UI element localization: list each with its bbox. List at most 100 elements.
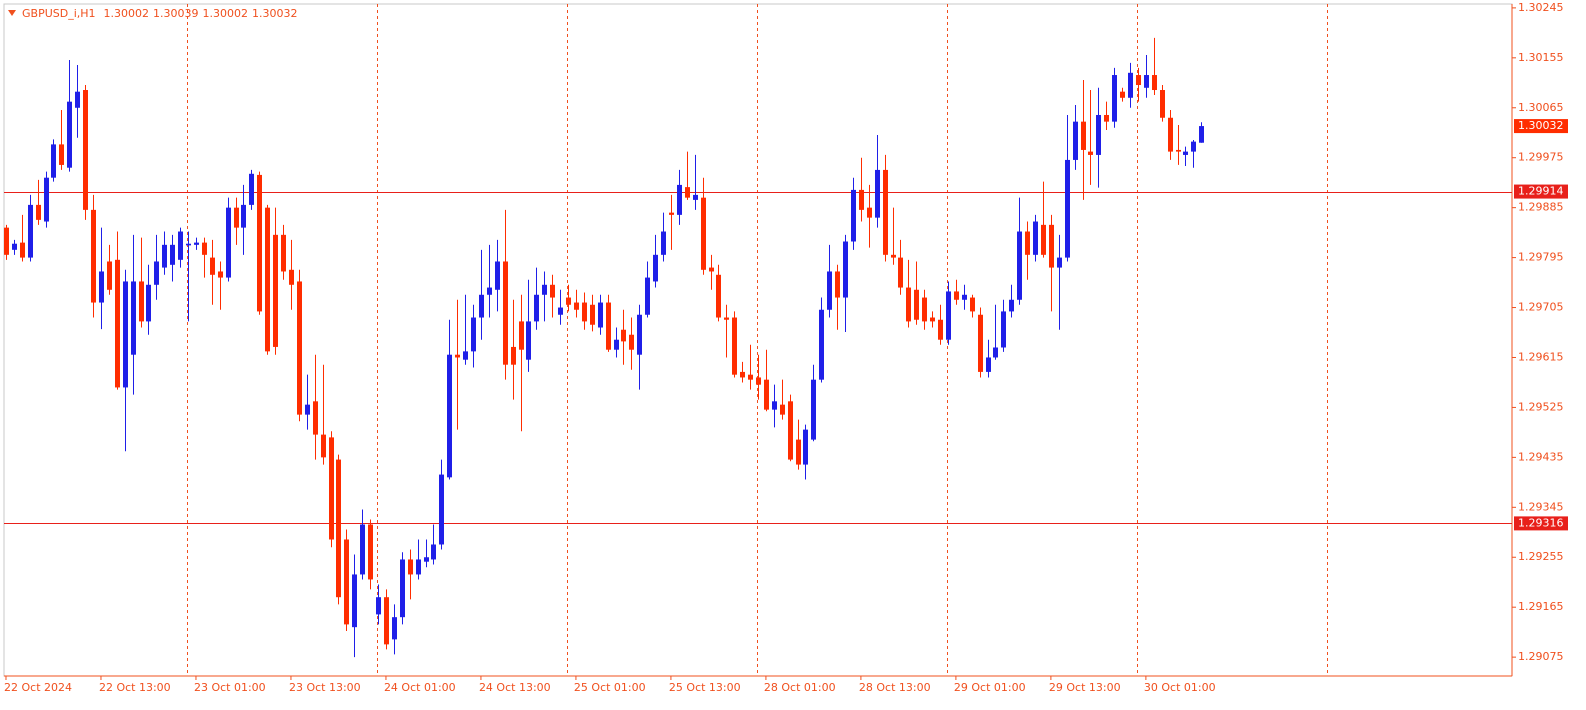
candle-body bbox=[1025, 231, 1030, 255]
candle-body bbox=[51, 144, 56, 178]
ohlc-open: 1.30002 bbox=[104, 7, 150, 20]
candle-body bbox=[685, 187, 690, 198]
candle-body bbox=[257, 174, 262, 312]
candle-body bbox=[1096, 114, 1101, 155]
candle-body bbox=[883, 169, 888, 255]
candle-body bbox=[606, 302, 611, 350]
candle-body bbox=[376, 597, 381, 615]
x-tick-label: 22 Oct 2024 bbox=[4, 681, 72, 694]
candle-body bbox=[843, 241, 848, 298]
symbol: GBPUSD_i,H1 bbox=[22, 7, 96, 20]
candle-body bbox=[526, 321, 531, 360]
y-tick-label: 1.29255 bbox=[1518, 550, 1564, 563]
candle-body bbox=[724, 317, 729, 320]
candle-body bbox=[709, 267, 714, 272]
candle-body bbox=[1152, 75, 1157, 91]
candle-body bbox=[1136, 75, 1141, 86]
candle-body bbox=[598, 302, 603, 328]
candle-body bbox=[170, 244, 175, 265]
candle-body bbox=[954, 291, 959, 300]
candle-body bbox=[772, 401, 777, 410]
y-tick-label: 1.29705 bbox=[1518, 301, 1564, 314]
candle-body bbox=[273, 234, 278, 347]
x-tick-label: 24 Oct 13:00 bbox=[479, 681, 551, 694]
candle-body bbox=[558, 307, 563, 315]
candle-body bbox=[146, 284, 151, 322]
current-price-label: 1.30032 bbox=[1518, 119, 1564, 132]
candle-body bbox=[677, 184, 682, 215]
collapse-arrow[interactable] bbox=[8, 10, 16, 16]
candle-body bbox=[59, 144, 64, 165]
y-tick-label: 1.30155 bbox=[1518, 51, 1564, 64]
chart-title: GBPUSD_i,H1 1.30002 1.30039 1.30002 1.30032 bbox=[22, 7, 298, 20]
candle-body bbox=[162, 244, 167, 268]
candle-body bbox=[835, 271, 840, 298]
x-tick-label: 30 Oct 01:00 bbox=[1144, 681, 1216, 694]
candle-body bbox=[914, 289, 919, 320]
candle-body bbox=[424, 557, 429, 562]
y-tick-label: 1.30245 bbox=[1518, 1, 1564, 14]
x-tick-label: 29 Oct 13:00 bbox=[1049, 681, 1121, 694]
candle-body bbox=[218, 271, 223, 278]
candle-body bbox=[1128, 72, 1133, 98]
candle-body bbox=[701, 197, 706, 270]
candle-body bbox=[867, 207, 872, 218]
candle-body bbox=[1057, 257, 1062, 268]
candle-body bbox=[693, 194, 698, 200]
candle-body bbox=[891, 254, 896, 258]
candle-body bbox=[313, 401, 318, 435]
candle-body bbox=[519, 321, 524, 350]
y-tick-label: 1.30065 bbox=[1518, 101, 1564, 114]
x-tick-label: 29 Oct 01:00 bbox=[954, 681, 1026, 694]
y-tick-label: 1.29435 bbox=[1518, 450, 1564, 463]
candle-body bbox=[653, 254, 658, 282]
candle-body bbox=[329, 437, 334, 540]
candle-body bbox=[416, 559, 421, 575]
y-tick-label: 1.29975 bbox=[1518, 151, 1564, 164]
candle-body bbox=[91, 209, 96, 303]
candle-body bbox=[1183, 151, 1188, 155]
x-tick-label: 24 Oct 01:00 bbox=[384, 681, 456, 694]
y-tick-label: 1.29615 bbox=[1518, 350, 1564, 363]
candle-body bbox=[1120, 91, 1125, 98]
candle-body bbox=[115, 259, 120, 388]
candle-body bbox=[431, 544, 436, 560]
candle-body bbox=[202, 242, 207, 255]
candle-body bbox=[123, 281, 128, 388]
hline-price-label: 1.29914 bbox=[1518, 185, 1564, 198]
y-tick-label: 1.29795 bbox=[1518, 251, 1564, 264]
candle-body bbox=[67, 101, 72, 168]
candle-body bbox=[4, 227, 9, 255]
candle-body bbox=[241, 204, 246, 228]
candle-body bbox=[107, 261, 112, 290]
candle-body bbox=[305, 404, 310, 415]
candle-body bbox=[265, 207, 270, 352]
candle-body bbox=[139, 281, 144, 322]
candle-body bbox=[479, 294, 484, 318]
candle-body bbox=[756, 377, 761, 385]
candle-body bbox=[732, 317, 737, 375]
y-tick-label: 1.29885 bbox=[1518, 201, 1564, 214]
candle-body bbox=[962, 294, 967, 300]
x-tick-label: 23 Oct 13:00 bbox=[289, 681, 361, 694]
candle-body bbox=[788, 401, 793, 460]
candle-body bbox=[154, 261, 159, 285]
candle-body bbox=[1081, 121, 1086, 150]
candle-body bbox=[28, 204, 33, 258]
candle-body bbox=[1144, 75, 1149, 88]
y-tick-label: 1.29345 bbox=[1518, 500, 1564, 513]
candle-body bbox=[178, 231, 183, 260]
candle-body bbox=[194, 242, 199, 245]
candle-body bbox=[1017, 231, 1022, 300]
candle-body bbox=[384, 597, 389, 645]
candle-body bbox=[336, 459, 341, 598]
candle-body bbox=[392, 617, 397, 640]
candle-body bbox=[12, 243, 17, 250]
candle-body bbox=[1049, 224, 1054, 268]
hline-price-box bbox=[1514, 184, 1568, 199]
candle-body bbox=[1191, 141, 1196, 152]
candle-body bbox=[930, 317, 935, 322]
candle-body bbox=[400, 559, 405, 618]
